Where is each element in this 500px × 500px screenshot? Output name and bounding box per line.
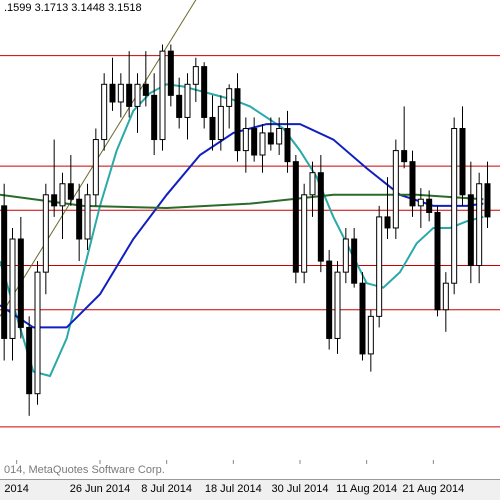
candle-body: [210, 117, 215, 139]
candle-body: [368, 316, 373, 354]
x-tick-label: 8 Jul 2014: [141, 483, 192, 495]
candle-body: [35, 272, 40, 394]
candle-body: [277, 129, 282, 144]
candle-body: [52, 195, 57, 206]
candle-body: [293, 162, 298, 273]
x-tick-label: 21 Aug 2014: [402, 483, 464, 495]
candle-body: [335, 272, 340, 338]
candle-body: [485, 184, 490, 217]
candle-body: [127, 84, 132, 106]
candle-body: [402, 151, 407, 162]
x-tick-label: 26 Jun 2014: [70, 483, 131, 495]
x-tick-label: 30 Jul 2014: [272, 483, 329, 495]
ma-fast: [0, 84, 483, 376]
candle-body: [435, 212, 440, 309]
candle-body: [218, 106, 223, 139]
ma-mid: [0, 124, 483, 327]
candle-body: [252, 129, 257, 156]
candle-body: [160, 51, 165, 139]
candle-body: [235, 89, 240, 151]
candle-body: [377, 217, 382, 316]
candle-body: [243, 129, 248, 151]
candle-body: [202, 67, 207, 118]
candle-body: [143, 84, 148, 95]
candle-body: [110, 84, 115, 102]
candle-body: [177, 95, 182, 117]
candle-body: [285, 129, 290, 162]
candle-body: [427, 199, 432, 212]
candle-body: [68, 184, 73, 199]
candle-body: [443, 283, 448, 310]
candle-body: [360, 283, 365, 354]
candle-body: [410, 162, 415, 206]
ohlc-readout: .1599 3.1713 3.1448 3.1518: [4, 2, 142, 14]
candle-body: [118, 84, 123, 102]
candle-body: [27, 327, 32, 393]
x-tick-label: 18 Jul 2014: [205, 483, 262, 495]
candle-body: [77, 199, 82, 239]
candlestick-chart[interactable]: .1599 3.1713 3.1448 3.1518 014, MetaQuot…: [0, 0, 500, 500]
candle-body: [393, 151, 398, 228]
candle-body: [268, 133, 273, 144]
candle-body: [302, 195, 307, 272]
candle-body: [310, 173, 315, 195]
candle-body: [468, 195, 473, 266]
candle-body: [460, 129, 465, 195]
candle-body: [93, 140, 98, 195]
candle-body: [168, 51, 173, 95]
candle-body: [352, 239, 357, 283]
candle-body: [10, 239, 15, 338]
candle-body: [385, 217, 390, 228]
candle-body: [452, 129, 457, 284]
candle-body: [477, 184, 482, 266]
x-tick-label: 2014: [4, 483, 28, 495]
copyright-text: 014, MetaQuotes Software Corp.: [4, 464, 165, 476]
candle-body: [418, 199, 423, 206]
candle-body: [135, 84, 140, 106]
candle-body: [152, 95, 157, 139]
candle-body: [18, 239, 23, 327]
candle-body: [85, 195, 90, 239]
candle-body: [260, 133, 265, 155]
candle-body: [227, 89, 232, 107]
trend-line: [0, 0, 267, 316]
candle-body: [185, 84, 190, 117]
candle-body: [60, 184, 65, 206]
candle-body: [327, 261, 332, 338]
candle-body: [102, 84, 107, 139]
x-axis: 2014 26 Jun 2014 8 Jul 2014 18 Jul 2014 30 J…: [0, 479, 500, 500]
candle-body: [193, 67, 198, 85]
x-tick-label: 11 Aug 2014: [336, 483, 397, 495]
candle-body: [318, 173, 323, 261]
candle-body: [343, 239, 348, 272]
candle-body: [2, 206, 7, 339]
chart-canvas: [0, 0, 500, 500]
candle-body: [43, 195, 48, 272]
